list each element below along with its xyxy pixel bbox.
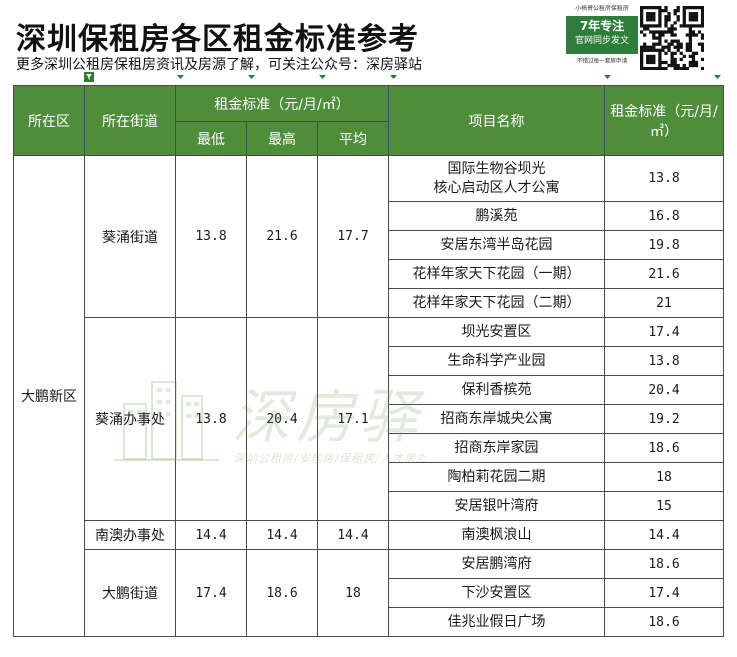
- table-row: 下沙安置区 17.4: [14, 578, 724, 608]
- table-row: 大鹏新区 葵涌街道 13.8 21.6 17.7 国际生物谷坝光 核心启动区人才公寓 13.…: [13, 155, 724, 637]
- cell-project: 保利香槟苑: [388, 375, 605, 405]
- promo-banner: 小杨哥公租房保租房 7年专注 官网同步发文 不错过每一套房申请: [566, 4, 638, 74]
- cell-max: 21.6: [246, 155, 318, 318]
- cell-project: 招商东岸家园: [388, 433, 605, 463]
- filter-dropdown-icon[interactable]: [176, 73, 185, 81]
- cell-min: 14.4: [175, 520, 247, 550]
- cell-rent: 13.8: [604, 155, 724, 202]
- table-body: 大鹏新区 葵涌街道 13.8 21.6 17.7 国际生物谷坝光 核心启动区人才公寓 13.…: [13, 155, 724, 637]
- table-row: 大鹏街道 17.4 18.6 18 安居鹏湾府 18.6: [14, 549, 724, 637]
- cell-rent: 19.8: [604, 230, 724, 260]
- cell-street: 南澳办事处: [84, 520, 176, 550]
- promo-top-text: 小杨哥公租房保租房: [575, 4, 629, 12]
- cell-project: 招商东岸城央公寓: [388, 404, 605, 434]
- cell-project: 下沙安置区: [388, 578, 605, 608]
- cell-street: 葵涌街道: [84, 155, 176, 318]
- header-district: 所在区: [13, 85, 85, 156]
- cell-min: 17.4: [175, 549, 247, 637]
- filter-dropdown-icon[interactable]: [247, 73, 256, 81]
- cell-project: 花样年家天下花园（二期）: [388, 288, 605, 318]
- cell-rent: 18: [604, 462, 724, 492]
- cell-avg: 18: [317, 549, 389, 637]
- rent-table-container: 所在区 所在街道 租金标准（元/月/㎡） 项目名称 租金标准（元/月/㎡） 最低…: [13, 85, 724, 637]
- cell-avg: 14.4: [317, 520, 389, 550]
- cell-project: 安居东湾半岛花园: [388, 230, 605, 260]
- header-street: 所在街道: [84, 85, 176, 156]
- cell-district: 大鹏新区: [13, 155, 85, 637]
- cell-min: 13.8: [175, 155, 247, 318]
- cell-project: 安居银叶湾府: [388, 491, 605, 521]
- table-row: 佳兆业假日广场 18.6: [14, 607, 724, 637]
- page-header: 深圳保租房各区租金标准参考 更多深圳公租房保租房资讯及房源了解，可关注公众号：深…: [0, 0, 737, 86]
- cell-project: 坝光安置区: [388, 317, 605, 347]
- cell-project: 鹏溪苑: [388, 201, 605, 231]
- cell-rent: 16.8: [604, 201, 724, 231]
- cell-rent: 17.4: [604, 317, 724, 347]
- cell-rent: 15: [604, 491, 724, 521]
- rent-table: 所在区 所在街道 租金标准（元/月/㎡） 项目名称 租金标准（元/月/㎡） 最低…: [13, 85, 724, 637]
- table-row: 南澳办事处 14.4 14.4 14.4 南澳枫浪山 14.4: [14, 520, 724, 550]
- filter-dropdown-icon[interactable]: [389, 73, 398, 81]
- cell-rent: 19.2: [604, 404, 724, 434]
- filter-dropdown-icon[interactable]: [318, 73, 327, 81]
- header-rent: 租金标准（元/月/㎡）: [604, 85, 724, 156]
- cell-project: 安居鹏湾府: [388, 549, 605, 579]
- table-row: 招商东岸家园 18.6: [14, 433, 724, 463]
- cell-rent: 21.6: [604, 259, 724, 289]
- table-row: 鹏溪苑 16.8: [14, 201, 724, 231]
- table-row: 安居银叶湾府 15: [14, 491, 724, 521]
- cell-min: 13.8: [175, 317, 247, 521]
- table-row: 葵涌办事处 13.8 20.4 17.1 坝光安置区 17.4: [14, 317, 724, 521]
- cell-max: 18.6: [246, 549, 318, 637]
- filter-dropdown-icon[interactable]: [713, 73, 722, 81]
- promo-bottom-text: 不错过每一套房申请: [576, 57, 628, 65]
- table-row: 招商东岸城央公寓 19.2: [14, 404, 724, 434]
- header-rent-group: 租金标准（元/月/㎡）: [175, 85, 389, 122]
- cell-street: 大鹏街道: [84, 549, 176, 637]
- cell-project: 佳兆业假日广场: [388, 607, 605, 637]
- promo-line1: 7年专注: [579, 19, 625, 33]
- cell-project: 花样年家天下花园（一期）: [388, 259, 605, 289]
- cell-project: 陶柏莉花园二期: [388, 462, 605, 492]
- cell-project: 国际生物谷坝光 核心启动区人才公寓: [388, 155, 605, 202]
- cell-avg: 17.7: [317, 155, 389, 318]
- page-title: 深圳保租房各区租金标准参考: [16, 22, 419, 57]
- cell-rent: 20.4: [604, 375, 724, 405]
- cell-rent: 18.6: [604, 433, 724, 463]
- header-min: 最低: [175, 121, 247, 156]
- cell-rent: 18.6: [604, 549, 724, 579]
- page-subtitle: 更多深圳公租房保租房资讯及房源了解，可关注公众号：深房驿站: [16, 57, 422, 73]
- cell-project: 生命科学产业园: [388, 346, 605, 376]
- promo-box: 7年专注 官网同步发文: [566, 16, 638, 54]
- qr-code-icon: [640, 6, 705, 71]
- cell-rent: 13.8: [604, 346, 724, 376]
- header-max: 最高: [246, 121, 318, 156]
- cell-rent: 17.4: [604, 578, 724, 608]
- cell-project: 南澳枫浪山: [388, 520, 605, 550]
- filter-active-icon[interactable]: [84, 72, 94, 82]
- cell-avg: 17.1: [317, 317, 389, 521]
- header-project: 项目名称: [388, 85, 605, 156]
- table-row: 安居东湾半岛花园 19.8: [14, 230, 724, 260]
- cell-rent: 18.6: [604, 607, 724, 637]
- cell-max: 20.4: [246, 317, 318, 521]
- header-avg: 平均: [317, 121, 389, 156]
- promo-line2: 官网同步发文: [574, 36, 629, 46]
- table-row: 花样年家天下花园（二期） 21: [14, 288, 724, 318]
- filter-dropdown-icon[interactable]: [603, 73, 612, 81]
- table-row: 生命科学产业园 13.8: [14, 346, 724, 376]
- cell-rent: 14.4: [604, 520, 724, 550]
- cell-street: 葵涌办事处: [84, 317, 176, 521]
- cell-max: 14.4: [246, 520, 318, 550]
- table-row: 花样年家天下花园（一期） 21.6: [14, 259, 724, 289]
- cell-rent: 21: [604, 288, 724, 318]
